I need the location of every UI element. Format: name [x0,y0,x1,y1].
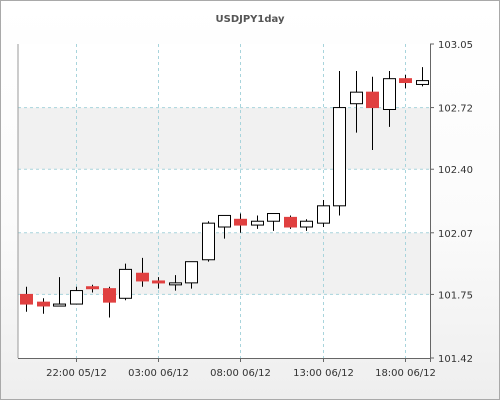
chart-title: USDJPY1day [216,14,285,25]
candle-body-up [416,80,429,85]
candle-body-down [136,272,149,282]
candle-body-up [53,303,66,307]
y-tick-label: 101.75 [438,290,473,301]
candle-body-up [185,261,198,284]
candle-body-up [317,205,330,224]
candle-body-down [366,91,379,109]
plot-band [18,107,430,170]
candle-body-down [284,216,297,228]
plot-band [18,294,430,358]
candle-body-down [152,280,165,284]
y-tick-label: 102.40 [438,165,473,176]
y-tick-label: 102.72 [438,104,473,115]
candle-body-up [251,220,264,226]
candle-body-down [37,301,50,307]
x-tick-label: 18:00 06/12 [375,368,436,379]
x-tick-label: 08:00 06/12 [210,368,271,379]
x-tick-label: 03:00 06/12 [128,368,189,379]
candle-body-up [218,214,231,228]
candle-body-up [267,213,280,222]
candle-body-up [383,78,396,110]
x-tick-label: 13:00 06/12 [293,368,354,379]
candle-body-down [86,286,99,290]
plot-background [18,44,430,358]
candles [20,67,429,318]
x-tick-label: 22:00 05/12 [46,368,107,379]
candle-body-up [202,222,215,261]
candle-body-up [350,91,363,105]
candle-body-down [234,218,247,226]
candle-body-up [169,282,182,286]
candle-body-up [333,107,346,207]
candle-body-up [119,268,132,299]
y-tick-label: 103.05 [438,40,473,51]
candle-body-down [103,288,116,303]
candle-body-up [70,290,83,305]
plot-band [18,232,430,295]
y-tick-label: 102.07 [438,229,473,240]
y-tick-label: 101.42 [438,354,473,365]
candle-body-up [300,220,313,228]
candle-body-down [20,293,33,305]
candle-body-down [399,78,412,84]
